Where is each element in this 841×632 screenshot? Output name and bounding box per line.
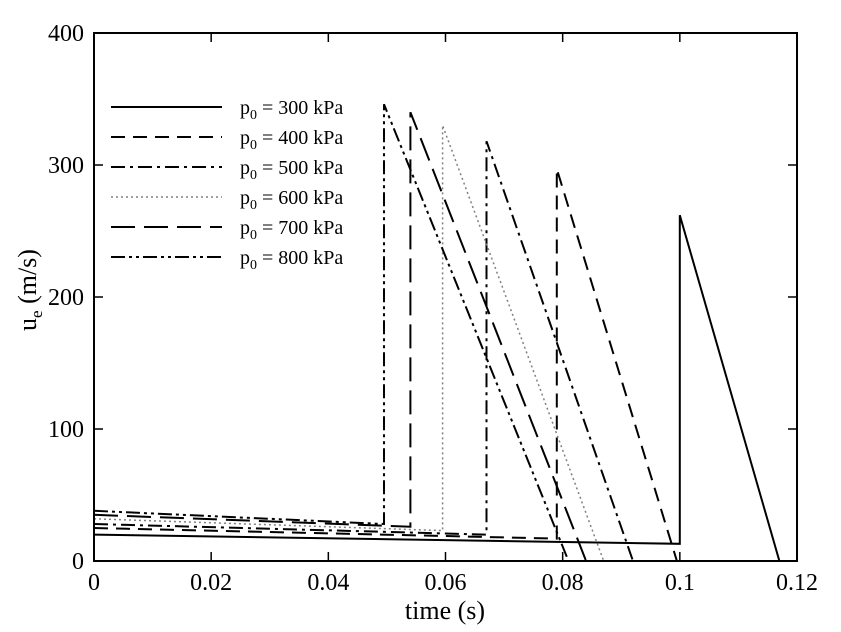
y-tick-label: 400 [48,21,84,47]
y-tick-label: 200 [48,285,84,311]
series-line-3 [93,125,797,562]
plot-frame [93,32,798,562]
axis-ticks: 0 0.02 0.04 0.06 0.08 0.1 0.12 0 100 200 300 400 [48,21,818,596]
legend-label: p0 = 700 kPa [240,217,343,243]
y-tick-label: 300 [48,153,84,179]
x-axis-label: time (s) [405,596,485,625]
y-axis-label: ue (m/s) [13,249,46,331]
x-tick-label: 0.08 [542,570,584,596]
x-tick-label: 0.06 [425,570,467,596]
y-axis-label-main: u [13,318,42,331]
legend: p0 = 300 kPa p0 = 400 kPa p0 = 500 kPa p0 =… [111,97,343,273]
legend-label: p0 = 600 kPa [240,187,343,213]
y-axis-label-unit: (m/s) [13,249,42,310]
x-tick-label: 0.04 [307,570,349,596]
series-line-5 [93,103,797,562]
y-tick-label: 0 [72,549,84,575]
legend-label: p0 = 800 kPa [240,247,343,273]
x-tick-label: 0.1 [665,570,695,596]
series-line-2 [93,140,797,562]
legend-label: p0 = 400 kPa [240,127,343,153]
x-tick-label: 0.12 [776,570,818,596]
series-line-4 [93,111,797,562]
series-lines [93,103,797,562]
series-line-0 [93,214,797,562]
y-tick-label: 100 [48,417,84,443]
legend-label: p0 = 500 kPa [240,157,343,183]
y-axis-label-sub: e [27,310,46,318]
legend-label: p0 = 300 kPa [240,97,343,123]
x-tick-label: 0 [88,570,100,596]
x-tick-label: 0.02 [190,570,232,596]
